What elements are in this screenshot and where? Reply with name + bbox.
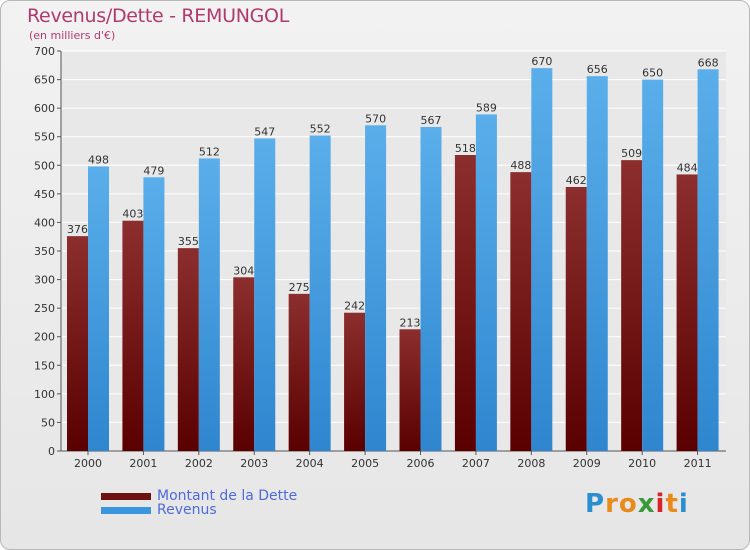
- x-tick-label: 2007: [462, 457, 490, 470]
- bar-revenus: [365, 125, 387, 452]
- bar-revenus: [143, 177, 165, 452]
- bar-revenus: [697, 69, 719, 452]
- data-label-dette: 509: [621, 147, 642, 160]
- data-label-revenus: 567: [421, 114, 442, 127]
- bar-dette: [177, 248, 199, 451]
- legend-item-revenus: Revenus: [101, 502, 217, 518]
- legend-label-dette: Montant de la Dette: [157, 488, 298, 504]
- y-tick-label: 500: [34, 159, 55, 172]
- legend-item-dette: Montant de la Dette: [101, 488, 298, 504]
- x-tick-label: 2005: [351, 457, 379, 470]
- bar-revenus: [254, 138, 276, 451]
- data-label-revenus: 650: [642, 67, 663, 80]
- chart-subtitle: (en milliers d'€): [29, 29, 116, 42]
- logo-letter: P: [585, 489, 606, 519]
- bar-dette: [288, 293, 310, 451]
- x-tick-label: 2006: [407, 457, 435, 470]
- legend-label-revenus: Revenus: [157, 502, 217, 518]
- y-tick-label: 700: [34, 45, 55, 58]
- bar-dette: [565, 187, 587, 451]
- data-label-dette: 355: [178, 235, 199, 248]
- bar-revenus: [586, 76, 608, 452]
- bar-revenus: [88, 166, 109, 451]
- y-tick-label: 350: [34, 245, 55, 258]
- y-tick-label: 150: [34, 359, 55, 372]
- bar-dette: [67, 236, 88, 451]
- x-tick-label: 2002: [185, 457, 213, 470]
- y-tick-label: 400: [34, 216, 55, 229]
- data-label-revenus: 589: [476, 101, 497, 114]
- x-tick-label: 2010: [628, 457, 656, 470]
- data-label-revenus: 512: [199, 145, 220, 158]
- bar-dette: [621, 160, 643, 451]
- bar-revenus: [420, 127, 442, 451]
- x-tick-label: 2011: [684, 457, 712, 470]
- bar-revenus: [309, 135, 331, 452]
- data-label-dette: 403: [122, 208, 143, 221]
- bar-revenus: [531, 68, 553, 452]
- data-label-dette: 304: [233, 264, 254, 277]
- bar-dette: [122, 220, 144, 451]
- data-label-revenus: 479: [143, 164, 164, 177]
- y-tick-label: 550: [34, 131, 55, 144]
- logo-letter: r: [605, 489, 619, 519]
- data-label-dette: 376: [67, 223, 88, 236]
- y-tick-label: 300: [34, 274, 55, 287]
- data-label-revenus: 547: [254, 125, 275, 138]
- data-label-dette: 488: [510, 159, 531, 172]
- y-tick-label: 450: [34, 188, 55, 201]
- logo-letter: o: [618, 489, 638, 519]
- data-label-dette: 484: [677, 161, 698, 174]
- data-label-dette: 275: [289, 281, 310, 294]
- x-tick-label: 2008: [517, 457, 545, 470]
- data-label-dette: 462: [566, 174, 587, 187]
- bar-revenus: [642, 79, 664, 452]
- y-tick-label: 50: [41, 416, 55, 429]
- logo-letter: i: [655, 489, 666, 519]
- y-tick-label: 650: [34, 74, 55, 87]
- data-label-revenus: 656: [587, 63, 608, 76]
- x-tick-label: 2003: [240, 457, 268, 470]
- bar-dette: [510, 172, 532, 451]
- y-tick-label: 0: [48, 445, 55, 458]
- y-tick-label: 600: [34, 102, 55, 115]
- legend-swatch-dette: [101, 492, 151, 500]
- bar-dette: [676, 174, 698, 451]
- data-label-revenus: 668: [698, 56, 719, 69]
- data-label-revenus: 670: [531, 55, 552, 68]
- data-label-revenus: 570: [365, 112, 386, 125]
- data-label-dette: 213: [400, 316, 421, 329]
- bar-dette: [344, 312, 366, 451]
- data-label-revenus: 498: [88, 153, 109, 166]
- data-label-revenus: 552: [310, 123, 331, 136]
- y-tick-label: 200: [34, 331, 55, 344]
- x-tick-label: 2001: [129, 457, 157, 470]
- bar-dette: [454, 155, 476, 451]
- data-label-dette: 518: [455, 142, 476, 155]
- data-label-dette: 242: [344, 300, 365, 313]
- bar-dette: [399, 329, 421, 451]
- bar-dette: [233, 277, 255, 451]
- logo-letter: t: [665, 489, 679, 519]
- logo-letter: i: [678, 489, 689, 519]
- logo-letter: x: [637, 489, 656, 519]
- y-tick-label: 250: [34, 302, 55, 315]
- legend-swatch-revenus: [101, 506, 151, 514]
- y-tick-label: 100: [34, 388, 55, 401]
- bar-revenus: [475, 114, 497, 451]
- bar-revenus: [198, 158, 220, 451]
- x-tick-label: 2004: [296, 457, 324, 470]
- chart-title: Revenus/Dette - REMUNGOL: [27, 5, 289, 27]
- proxiti-logo: Proxiti: [585, 489, 689, 519]
- x-tick-label: 2000: [74, 457, 102, 470]
- x-tick-label: 2009: [573, 457, 601, 470]
